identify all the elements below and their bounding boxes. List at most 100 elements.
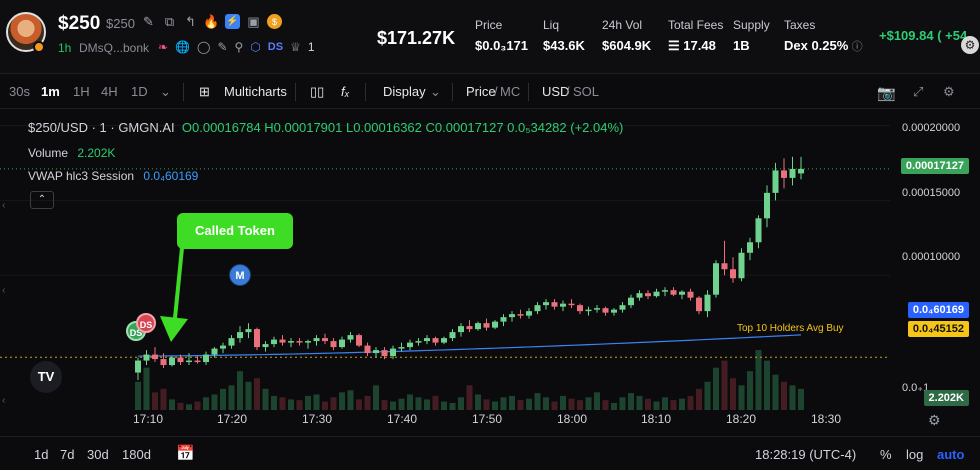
info-icon[interactable]: ⓘ [851, 41, 863, 53]
usd-toggle[interactable]: USD [542, 84, 570, 99]
contract-address[interactable]: DMsQ...bonk [79, 41, 150, 55]
website-icon[interactable]: 🌐 [175, 40, 191, 54]
vwap-label: VWAP hlc3 Session [28, 169, 135, 183]
volume-bar [619, 397, 626, 410]
collapse-legend-button[interactable]: ⌃ [30, 191, 54, 209]
token-avatar[interactable] [6, 12, 46, 52]
log-toggle[interactable]: log [906, 447, 924, 462]
vwap-price-tag: 0.0₄60169 [907, 302, 969, 318]
chart-ohlc: O0.00016784 H0.00017901 L0.00016362 C0.0… [181, 120, 624, 135]
volume-bar [288, 399, 294, 410]
price-axis-label: 0.00010000 [902, 251, 961, 263]
range-1d[interactable]: 1d [34, 447, 49, 462]
volume-bar [789, 385, 796, 410]
vwap-line [137, 334, 802, 357]
candle-body [475, 323, 481, 330]
candle-body [653, 291, 660, 297]
price-chart[interactable]: $250/USD · 1 · GMGN.AI O0.00016784 H0.00… [0, 110, 980, 435]
copy-icon[interactable]: ⧉ [164, 13, 175, 29]
range-30d[interactable]: 30d [87, 447, 109, 462]
vwap-legend[interactable]: VWAP hlc3 Session 0.0₄60169 [28, 169, 198, 183]
price-axis-label: 0.0₊1 [902, 382, 930, 394]
dev-sell-badge[interactable]: DS [136, 313, 156, 333]
market-cap: $171.27K [377, 28, 456, 48]
chevron-down-icon[interactable]: ⌄ [430, 84, 441, 99]
candle-body [517, 314, 524, 316]
share-icon[interactable]: ↰ [185, 13, 196, 29]
multicharts-button[interactable]: Multicharts [224, 84, 287, 99]
scroll-left-arrow-icon[interactable]: ‹ [2, 285, 6, 296]
volume-bar [475, 394, 481, 410]
interval-1m[interactable]: 1m [41, 84, 60, 99]
volume-bar [339, 392, 345, 410]
stat-supply: Supply 1B [733, 18, 770, 53]
note-icon[interactable]: ✎ [217, 40, 228, 54]
candle-type-icon[interactable]: ▯▯ [310, 84, 325, 99]
candle-body [347, 335, 354, 340]
settings-icon[interactable]: ⚙ [961, 36, 979, 54]
chart-toolbar: 30s 1m 1H 4H 1D ⌄ ⊞ Multicharts ▯▯ fₓ Di… [0, 75, 980, 109]
chevron-down-icon[interactable]: ⌄ [160, 84, 171, 99]
volume-bar [730, 378, 736, 410]
volume-bar [662, 397, 668, 410]
vwap-value: 0.0₄60169 [143, 169, 199, 183]
candle-body [271, 339, 277, 345]
interval-1d[interactable]: 1D [131, 84, 148, 99]
auto-toggle[interactable]: auto [937, 447, 965, 462]
sol-toggle[interactable]: SOL [573, 84, 600, 99]
volume-bar [364, 395, 371, 410]
scroll-left-arrow-icon[interactable]: ‹ [2, 395, 6, 406]
dexscreener-label[interactable]: DS [267, 41, 284, 53]
camera-icon[interactable]: 📷 [877, 85, 896, 102]
candle-body [577, 305, 583, 312]
stat-label: Liq [543, 18, 560, 32]
range-7d[interactable]: 7d [60, 447, 75, 462]
dexscreener-icon[interactable]: ⬡ [250, 40, 261, 54]
stat-value: Dex 0.25% [784, 38, 849, 53]
volume-legend[interactable]: Volume 2.202K [28, 146, 115, 160]
volume-bar [696, 388, 702, 410]
fullscreen-icon[interactable]: ⤢ [913, 84, 924, 99]
dex-paid-icon: ⚡ [225, 14, 240, 29]
mc-toggle[interactable]: MC [500, 84, 521, 99]
chart-settings-icon[interactable]: ⚙ [943, 84, 955, 99]
token-ticker: $250 [58, 13, 101, 34]
candle-body [143, 354, 150, 361]
volume-bar [390, 401, 396, 410]
interval-4h[interactable]: 4H [101, 84, 118, 99]
candle-body [560, 303, 566, 307]
social-links-row: ❧ 🌐 ◯ ✎ ⚲ ⬡ DS ♕ 1 [158, 40, 315, 54]
edit-icon[interactable]: ✎ [143, 13, 154, 29]
volume-bar [356, 399, 362, 410]
volume-bar [160, 388, 167, 410]
indicators-icon[interactable]: fₓ [341, 84, 350, 99]
candle-body [619, 305, 626, 310]
image-icon[interactable]: ▣ [247, 13, 260, 29]
scroll-left-arrow-icon[interactable]: ‹ [2, 200, 6, 211]
solscan-icon[interactable]: ◯ [197, 40, 211, 54]
marker-badge[interactable]: M [229, 264, 251, 286]
volume-bar [152, 392, 158, 410]
header-icon-row: ✎ ⧉ ↰ 🔥 ⚡ ▣ $ [141, 14, 282, 29]
multicharts-icon[interactable]: ⊞ [199, 84, 210, 99]
tradingview-logo[interactable]: TV [30, 361, 62, 393]
candlestick-svg[interactable] [0, 110, 980, 435]
interval-1h[interactable]: 1H [73, 84, 90, 99]
clock-timezone[interactable]: 18:28:19 (UTC-4) [755, 447, 857, 462]
volume-bar [424, 399, 430, 410]
interval-30s[interactable]: 30s [9, 84, 30, 99]
price-toggle[interactable]: Price [466, 84, 496, 99]
candle-body [781, 170, 787, 178]
axis-settings-icon[interactable]: ⚙ [928, 412, 941, 428]
range-180d[interactable]: 180d [122, 447, 151, 462]
display-dropdown[interactable]: Display [383, 84, 426, 99]
calendar-icon[interactable]: 📅 [176, 445, 195, 462]
volume-bar [186, 404, 192, 410]
search-icon[interactable]: ⚲ [234, 40, 244, 54]
candle-body [492, 321, 498, 328]
holders-count: 1 [307, 40, 315, 54]
percent-toggle[interactable]: % [880, 447, 892, 462]
candle-body [390, 348, 396, 357]
launchpad-icon[interactable]: ❧ [158, 40, 169, 54]
candle-body [645, 293, 651, 297]
